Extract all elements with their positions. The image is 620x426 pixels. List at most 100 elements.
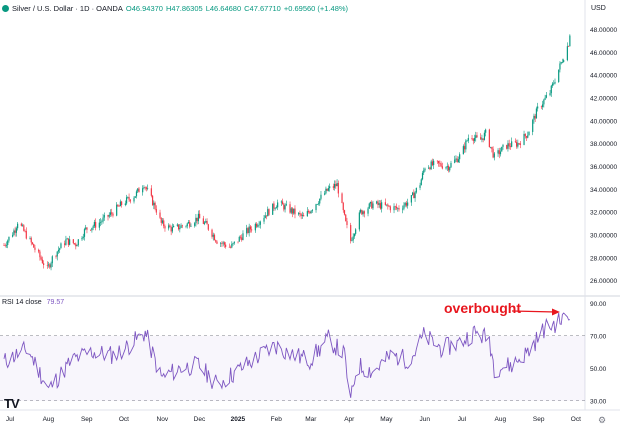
candle-body [194,223,196,226]
candle-body [56,251,58,257]
change-value: +0.69560 (+1.48%) [283,4,349,13]
candle-body [473,138,476,141]
time-tick-label: May [380,416,393,423]
candle-body [457,159,460,163]
candle-body [450,162,452,168]
candle-body [21,225,24,226]
candle-body [549,93,551,96]
candle-body [485,129,487,133]
price-tick-label: 46.00000 [590,50,617,57]
rsi-legend[interactable]: RSI 14 close 79.57 [2,299,64,306]
candle-body [294,208,296,215]
candle-body [189,221,191,227]
candle-body [319,198,321,204]
time-tick-label: 2025 [231,416,246,423]
candle-body [60,243,62,249]
time-tick-label: Sep [533,416,545,423]
candle-body [75,243,77,247]
candle-body [436,160,438,162]
candle-body [83,229,86,237]
candle-body [255,223,258,227]
price-tick-label: 36.00000 [590,164,617,171]
price-tick-label: 44.00000 [590,73,617,80]
candle-body [176,224,178,226]
time-tick-label: Aug [43,416,55,423]
candle-body [431,161,434,166]
candle-body [481,138,483,140]
rsi-line [3,312,571,398]
candle-body [407,202,409,206]
candle-body [3,245,5,246]
candle-body [415,187,417,193]
candle-body [413,192,415,199]
candle-body [24,230,26,232]
candle-body [337,183,339,194]
candle-body [387,204,389,207]
price-tick-label: 32.00000 [590,210,617,217]
candle-body [358,212,360,230]
candle-body [15,228,17,233]
candle-body [421,172,424,180]
candle-body [64,243,66,245]
annotation-arrow-head [552,308,560,316]
candle-body [471,137,473,140]
candle-body [388,206,390,207]
candle-body [341,193,343,203]
candle-body [455,158,457,160]
symbol-header: Silver / U.S. Dollar · 1D · OANDA O46.94… [2,4,348,13]
candle-body [85,227,87,230]
candle-body [117,204,119,207]
candle-body [181,225,183,227]
candle-body [537,106,539,109]
time-tick-label: Sep [81,416,93,423]
candle-body [221,243,223,244]
candle-body [543,99,545,105]
candle-body [138,188,140,193]
candle-body [534,115,536,119]
candle-body [195,217,197,224]
candle-body [280,201,282,203]
candle-body [414,192,416,199]
candle-body [291,208,294,214]
time-tick-label: Feb [271,416,283,423]
time-tick-label: Apr [344,416,355,423]
candle-body [402,208,404,210]
candle-body [456,158,458,163]
candle-body [258,224,260,226]
rsi-value: 79.57 [46,299,65,306]
candle-body [108,214,110,217]
gear-icon[interactable]: ⚙ [598,415,607,425]
candle-body [493,153,495,158]
tradingview-logo[interactable]: TV [4,396,20,411]
candle-body [289,204,291,213]
price-tick-label: 48.00000 [590,27,617,34]
candle-body [125,197,128,204]
candle-body [160,217,162,223]
instrument-title[interactable]: Silver / U.S. Dollar · 1D · OANDA [12,4,123,13]
candle-body [187,221,190,224]
candle-body [213,234,216,241]
candle-body [430,161,432,170]
candle-body [164,226,166,229]
candle-body [384,202,386,205]
candle-body [128,197,130,200]
currency-label[interactable]: USD [591,5,606,12]
candle-body [516,142,518,147]
candle-body [264,215,266,218]
candle-body [397,208,399,209]
candle-body [533,115,535,120]
candle-body [67,238,69,245]
rsi-tick-label: 50.00 [590,366,607,373]
candle-body [542,104,544,108]
candle-body [360,209,362,213]
candle-body [33,243,35,248]
candle-body [112,213,114,216]
candle-body [419,185,421,188]
candle-body [272,203,274,215]
candle-body [143,187,145,189]
candle-body [467,137,469,141]
candle-body [310,210,312,214]
candle-body [519,143,521,145]
candle-body [283,204,285,210]
